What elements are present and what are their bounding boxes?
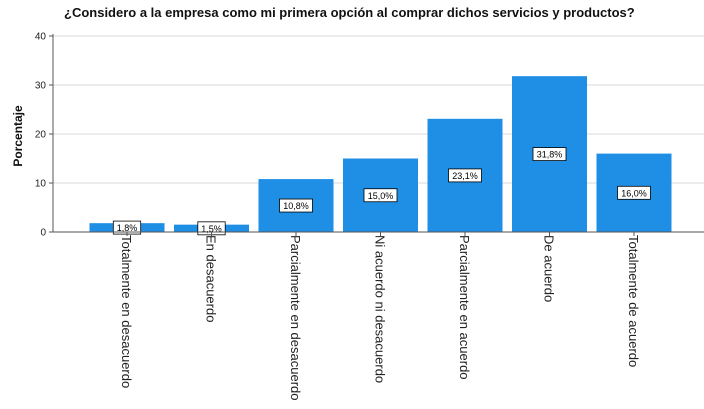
x-tick-label: Ni acuerdo ni desacuerdo: [373, 235, 388, 383]
data-labels: 1,8% 1,5% 10,8% 15,0% 23,1% 31,8% 16,0%: [112, 147, 651, 236]
y-tick-label: 20: [35, 130, 47, 141]
data-label: 16,0%: [621, 188, 647, 198]
x-tick-label: En desacuerdo: [204, 235, 219, 322]
y-tick-label: 0: [40, 228, 46, 239]
data-label: 1,8%: [117, 223, 138, 233]
x-tick-label: Totalmente de acuerdo: [626, 235, 641, 367]
y-tick-label: 30: [35, 81, 47, 92]
y-axis-label: Porcentaje: [11, 105, 25, 167]
data-label: 10,8%: [283, 201, 309, 211]
x-tick-label: De acuerdo: [542, 235, 557, 302]
x-tick-label: Parcialmente en acuerdo: [457, 235, 472, 380]
data-label-box: [448, 168, 482, 183]
y-tick-label: 10: [35, 179, 47, 190]
x-tick-label: Totalmente en desacuerdo: [119, 235, 134, 388]
y-tick-label: 40: [35, 32, 47, 43]
chart-title: ¿Considero a la empresa como mi primera …: [64, 5, 635, 20]
data-label: 15,0%: [368, 191, 394, 201]
x-tick-label: Parcialmente en desacuerdo: [288, 235, 303, 401]
data-label-box: [363, 188, 398, 203]
y-axis-ticks: 0 10 20 30 40: [35, 32, 53, 239]
data-label-box: [617, 185, 651, 200]
data-label-box: [279, 198, 313, 213]
x-axis-ticks: Totalmente en desacuerdo En desacuerdo Par…: [119, 232, 641, 401]
data-label: 23,1%: [452, 171, 478, 181]
data-label: 31,8%: [537, 150, 563, 160]
data-label: 1,5%: [201, 224, 222, 234]
bars: [89, 76, 672, 233]
data-label-box: [532, 147, 567, 161]
